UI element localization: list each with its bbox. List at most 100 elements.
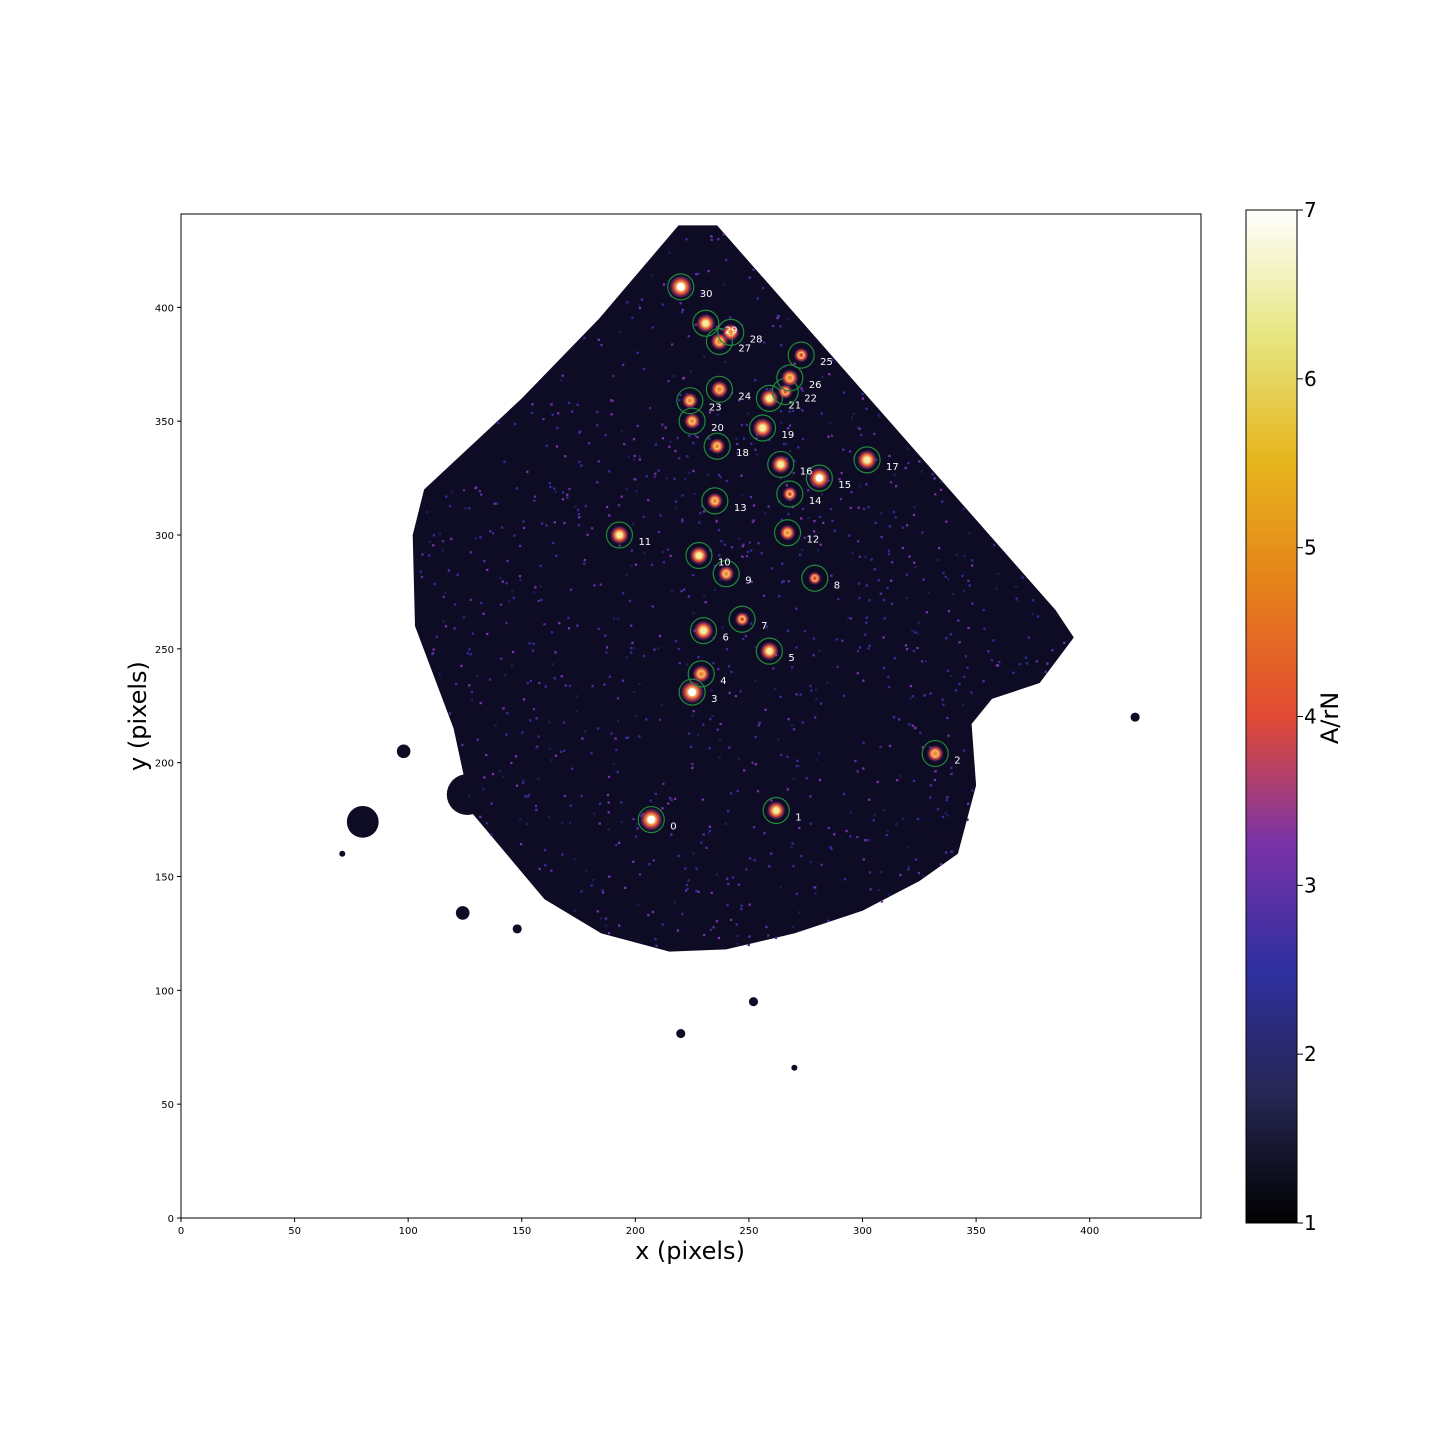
noise-pixel (754, 735, 757, 739)
noise-pixel (704, 601, 707, 604)
colorbar-tick-label: 5 (1304, 536, 1317, 560)
noise-pixel (638, 306, 642, 310)
noise-pixel (865, 616, 868, 619)
noise-pixel (901, 817, 905, 820)
noise-pixel (901, 546, 904, 550)
emission-blob (748, 997, 759, 1007)
source-label: 6 (722, 633, 728, 644)
noise-pixel (945, 520, 948, 523)
noise-pixel (957, 619, 960, 622)
noise-pixel (819, 543, 822, 546)
noise-pixel (779, 695, 782, 698)
noise-pixel (564, 684, 567, 687)
noise-pixel (873, 432, 876, 436)
noise-pixel (842, 448, 845, 451)
noise-pixel (962, 507, 965, 511)
noise-pixel (625, 573, 628, 577)
noise-pixel (688, 434, 691, 438)
noise-pixel (616, 617, 620, 621)
noise-pixel (535, 808, 538, 812)
noise-pixel (673, 797, 677, 800)
colorbar-gradient (1245, 209, 1298, 1224)
noise-pixel (791, 666, 794, 669)
noise-pixel (537, 599, 540, 603)
noise-pixel (995, 587, 998, 590)
noise-pixel (613, 763, 616, 766)
noise-pixel (736, 789, 739, 793)
x-tick-label: 50 (288, 1226, 301, 1237)
noise-pixel (485, 753, 488, 757)
noise-pixel (695, 889, 698, 893)
noise-pixel (561, 498, 565, 501)
noise-pixel (650, 563, 654, 566)
noise-pixel (966, 818, 969, 821)
source-26: 26 (776, 364, 822, 392)
noise-pixel (661, 923, 664, 926)
noise-pixel (692, 710, 695, 713)
noise-pixel (800, 854, 803, 858)
noise-pixel (971, 559, 974, 562)
noise-pixel (670, 590, 674, 593)
noise-pixel (577, 524, 581, 527)
noise-pixel (702, 723, 705, 726)
y-tick-label: 100 (155, 986, 174, 997)
noise-pixel (632, 437, 636, 441)
noise-pixel (678, 398, 681, 402)
noise-pixel (710, 891, 713, 894)
noise-pixel (727, 665, 731, 668)
noise-pixel (661, 807, 664, 810)
noise-pixel (923, 694, 926, 697)
noise-pixel (1044, 670, 1047, 673)
noise-pixel (462, 489, 466, 492)
noise-pixel (819, 702, 823, 705)
noise-pixel (672, 374, 676, 378)
noise-pixel (753, 379, 757, 382)
source-label: 12 (807, 535, 820, 546)
noise-pixel (718, 578, 722, 582)
y-tick-label: 250 (155, 645, 174, 656)
noise-pixel (754, 645, 757, 648)
noise-pixel (779, 325, 782, 328)
noise-pixel (1031, 599, 1035, 602)
noise-pixel (849, 835, 852, 838)
noise-pixel (938, 547, 941, 550)
noise-pixel (809, 684, 812, 688)
noise-pixel (468, 684, 471, 687)
noise-pixel (886, 586, 889, 590)
noise-pixel (623, 886, 627, 889)
source-core (787, 375, 793, 381)
noise-pixel (795, 693, 798, 696)
noise-pixel (583, 336, 586, 340)
noise-pixel (864, 633, 867, 636)
noise-pixel (657, 647, 660, 650)
noise-pixel (620, 495, 623, 498)
noise-pixel (1027, 636, 1031, 639)
noise-pixel (479, 701, 482, 705)
noise-pixel (914, 631, 917, 634)
noise-pixel (909, 684, 913, 688)
noise-pixel (621, 592, 625, 595)
noise-pixel (731, 876, 735, 879)
y-tick-label: 300 (155, 531, 174, 542)
noise-pixel (946, 669, 950, 672)
noise-pixel (618, 544, 621, 547)
noise-pixel (805, 777, 808, 780)
colorbar-label: A/rN (1316, 692, 1344, 744)
noise-pixel (916, 632, 920, 635)
noise-pixel (920, 470, 923, 473)
noise-pixel (576, 624, 579, 627)
noise-pixel (475, 486, 478, 489)
noise-pixel (829, 507, 833, 511)
source-core (716, 386, 723, 392)
noise-pixel (590, 752, 593, 755)
noise-pixel (799, 553, 802, 557)
aperture-circle (755, 384, 783, 413)
noise-pixel (803, 630, 807, 633)
noise-pixel (469, 598, 472, 601)
noise-pixel (950, 772, 953, 776)
noise-pixel (576, 508, 580, 512)
noise-pixel (939, 488, 943, 492)
noise-pixel (632, 817, 635, 821)
noise-pixel (647, 913, 650, 917)
noise-pixel (532, 642, 535, 645)
